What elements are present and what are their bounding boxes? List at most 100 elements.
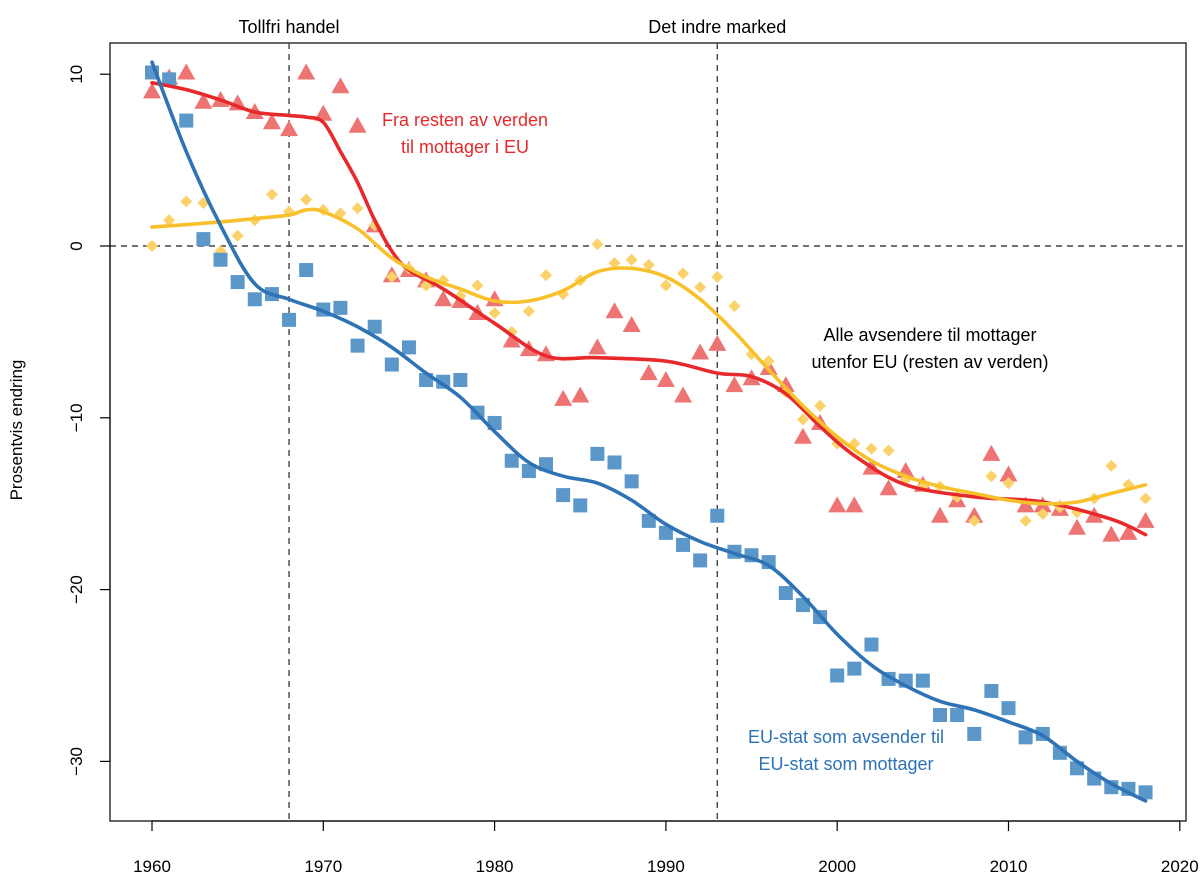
series-0-point-2001 <box>845 496 864 513</box>
series-0-point-2009 <box>982 444 1001 461</box>
series-0-label-line-1: til mottager i EU <box>401 137 529 157</box>
series-0-point-2011 <box>1016 496 1035 513</box>
series-1-point-2018 <box>1139 492 1152 505</box>
series-1-point-1972 <box>351 202 364 215</box>
series-2-label-line-1: EU-stat som mottager <box>758 754 933 774</box>
series-1-point-1986 <box>591 238 604 251</box>
series-0-point-2000 <box>828 496 847 513</box>
series-2-point-1997 <box>778 586 793 601</box>
x-tick-label-2010: 2010 <box>990 857 1028 876</box>
series-0-point-1986 <box>588 338 607 355</box>
series-2-point-1984 <box>556 488 571 503</box>
series-0-point-1967 <box>262 113 281 130</box>
reference-line-labels: Tollfri handel Det indre marked <box>239 17 787 37</box>
series-1-point-1995 <box>745 348 758 361</box>
y-tick-label-0: 0 <box>67 241 86 250</box>
series-0-point-2014 <box>1068 518 1087 535</box>
series-0-point-1971 <box>331 77 350 94</box>
data-markers <box>143 63 1155 800</box>
series-1-point-1982 <box>522 305 535 318</box>
y-tick-label--20: −20 <box>67 575 86 604</box>
series-1-point-1987 <box>608 257 621 270</box>
series-2-point-1992 <box>693 553 708 568</box>
series-1-point-1974 <box>385 270 398 283</box>
series-1-point-2003 <box>882 444 895 457</box>
y-tick-label-10: 10 <box>67 65 86 84</box>
x-tick-label-2000: 2000 <box>818 857 856 876</box>
y-tick-label--30: −30 <box>67 747 86 776</box>
series-0-point-1992 <box>691 343 710 360</box>
series-1-point-1998 <box>796 413 809 426</box>
series-0-point-1989 <box>639 364 658 381</box>
series-0-point-1962 <box>177 63 196 80</box>
series-2-point-1963 <box>196 232 211 247</box>
vline-label-1968: Tollfri handel <box>239 17 340 37</box>
series-0-point-1997 <box>776 376 795 393</box>
y-tick-label--10: −10 <box>67 403 86 432</box>
series-1-point-2010 <box>1002 477 1015 490</box>
series-0-point-1991 <box>674 386 693 403</box>
series-2-point-1962 <box>179 113 194 128</box>
series-1-point-2009 <box>985 470 998 483</box>
vline-label-1993: Det indre marked <box>648 17 786 37</box>
series-2-point-1961 <box>162 72 177 87</box>
series-2-point-2009 <box>984 683 999 698</box>
series-1-point-1960 <box>146 240 158 252</box>
series-2-point-1978 <box>453 373 468 388</box>
series-2-point-1964 <box>213 252 228 267</box>
series-2-point-1972 <box>350 338 365 353</box>
series-1-label-line-1: utenfor EU (resten av verden) <box>811 352 1048 372</box>
series-1-point-2011 <box>1019 514 1032 527</box>
series-1-point-1983 <box>539 269 552 282</box>
trend-lines <box>150 60 1148 803</box>
series-1-point-2002 <box>865 442 878 455</box>
series-0-point-2017 <box>1119 523 1138 540</box>
series-2-point-1971 <box>333 300 348 315</box>
series-1-point-2016 <box>1105 459 1118 472</box>
x-tick-label-1980: 1980 <box>476 857 514 876</box>
series-2-point-2006 <box>932 708 947 723</box>
series-2-point-2011 <box>1018 730 1033 745</box>
series-1-point-1980 <box>488 307 501 320</box>
y-axis: 10 0 −10 −20 −30 <box>67 65 111 776</box>
series-2-point-2002 <box>864 637 879 652</box>
series-1-point-2012 <box>1036 508 1049 521</box>
series-0-point-1963 <box>194 92 213 109</box>
series-2-point-1981 <box>504 453 519 468</box>
series-0-point-1993 <box>708 334 727 351</box>
series-2-point-1988 <box>624 474 639 489</box>
series-0-trend-line <box>150 80 1148 537</box>
series-0-label-line-0: Fra resten av verden <box>382 110 548 130</box>
series-2-point-1987 <box>607 455 622 470</box>
series-0-point-1960 <box>143 82 161 99</box>
reference-lines <box>110 43 1186 821</box>
series-2-point-2010 <box>1001 701 1016 716</box>
series-1-point-1994 <box>728 300 741 313</box>
series-2-point-2018 <box>1138 785 1153 800</box>
series-2-point-2000 <box>830 668 845 683</box>
series-1-point-1991 <box>677 267 690 280</box>
series-1-point-1969 <box>300 193 313 206</box>
series-0-point-1972 <box>348 116 367 133</box>
x-tick-label-2020: 2020 <box>1161 857 1199 876</box>
series-0-point-2006 <box>930 506 949 523</box>
series-1-point-1962 <box>180 195 193 208</box>
series-2-label-line-0: EU-stat som avsender til <box>748 727 944 747</box>
series-1-point-1988 <box>625 253 638 266</box>
series-0-point-1998 <box>793 427 812 444</box>
series-1-label-line-0: Alle avsendere til mottager <box>823 325 1036 345</box>
series-0-point-1985 <box>571 386 590 403</box>
series-2-point-1993 <box>710 508 725 523</box>
series-2-point-1990 <box>658 525 673 540</box>
series-2-trend-line <box>150 60 1148 803</box>
series-0-point-1990 <box>656 371 675 388</box>
series-2-point-1965 <box>230 275 245 290</box>
series-0-point-1988 <box>622 316 641 333</box>
series-labels: Fra resten av verden til mottager i EU All… <box>382 110 1049 774</box>
series-1-trend-line <box>150 207 1148 506</box>
series-1-point-1990 <box>659 279 672 292</box>
series-0-point-2018 <box>1136 511 1155 528</box>
series-0-point-1984 <box>554 389 573 406</box>
series-0-point-1981 <box>502 331 521 348</box>
